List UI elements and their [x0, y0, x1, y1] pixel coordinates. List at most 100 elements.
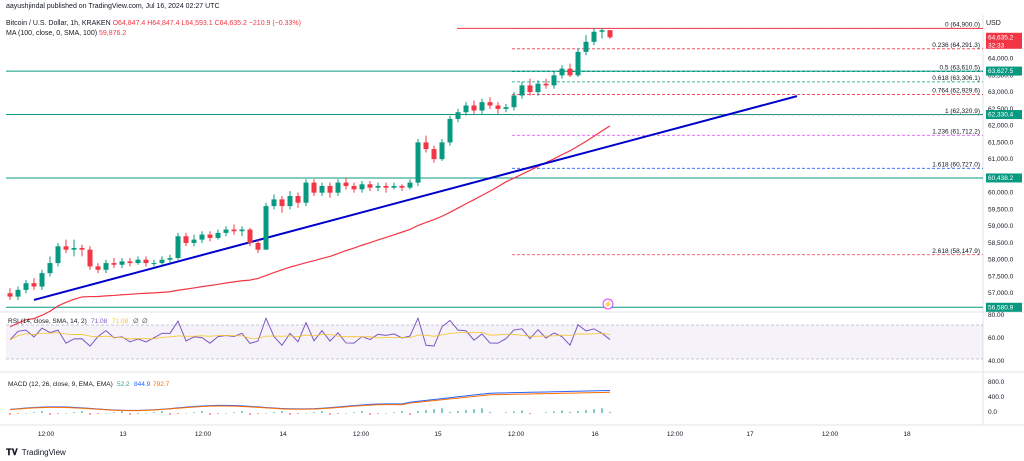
- macd-histogram-bar: [561, 410, 563, 413]
- macd-histogram-bar: [417, 411, 419, 413]
- rsi-ma-line: [9, 331, 611, 341]
- macd-histogram-bar: [585, 410, 587, 413]
- candle-body: [199, 234, 205, 240]
- candle-body: [207, 234, 213, 238]
- candle-body: [247, 229, 253, 243]
- macd-histogram-bar: [545, 412, 547, 413]
- macd-histogram-bar: [113, 412, 115, 413]
- macd-histogram-bar: [145, 413, 147, 414]
- candle-body: [311, 182, 317, 193]
- candle-body: [343, 182, 349, 186]
- price-label-text: 56,580.9: [988, 304, 1014, 311]
- price-label-text: 63,627.5: [988, 68, 1014, 75]
- lightning-glyph: ⚡: [604, 300, 613, 309]
- candle-body: [87, 249, 93, 267]
- lightning-icon: [602, 298, 614, 310]
- candle-body: [127, 261, 133, 264]
- price-label-text: 60,438.2: [988, 175, 1014, 182]
- candle-body: [391, 185, 397, 188]
- macd-histogram-bar: [89, 413, 91, 415]
- trend-line: [33, 95, 798, 301]
- candle-body: [279, 199, 285, 207]
- candle-body: [599, 30, 605, 32]
- candle-body: [103, 263, 109, 270]
- macd-histogram-bar: [609, 411, 611, 413]
- candle-body: [447, 118, 453, 143]
- macd-histogram-bar: [377, 413, 379, 414]
- footer-brand: 𝐓𝐕 TradingView: [6, 447, 66, 458]
- currency-label[interactable]: USD: [986, 20, 1001, 27]
- macd-tick-label: 400.0: [988, 394, 1005, 401]
- candle-body: [415, 142, 421, 183]
- macd-histogram-bar: [385, 413, 387, 414]
- macd-histogram-bar: [457, 411, 459, 413]
- candle-body: [183, 236, 189, 243]
- macd-histogram-bar: [345, 413, 347, 414]
- candle-body: [175, 236, 181, 259]
- time-tick-label: 16: [591, 431, 599, 438]
- candle-body: [327, 185, 333, 193]
- macd-tick-label: 800.0: [988, 379, 1005, 386]
- price-tick-label: 60,000.0: [988, 190, 1014, 197]
- ma-label[interactable]: MA (100, close, 0, SMA, 100): [6, 30, 98, 37]
- candle-body: [159, 259, 165, 264]
- candle-body: [471, 105, 477, 111]
- macd-histogram-bar: [441, 408, 443, 413]
- candle-body: [583, 41, 589, 52]
- macd-histogram-bar: [553, 411, 555, 413]
- macd-histogram-bar: [521, 410, 523, 413]
- candle-body: [399, 185, 405, 188]
- rsi-ma-value: 71.08: [112, 318, 129, 325]
- macd-histogram-bar: [137, 413, 139, 414]
- candle-body: [63, 246, 69, 250]
- symbol-label[interactable]: Bitcoin / U.S. Dollar, 1h, KRAKEN: [6, 20, 111, 27]
- candle-body: [191, 239, 197, 243]
- brand-name: TradingView: [21, 448, 66, 457]
- macd-histogram-bar: [33, 412, 35, 413]
- candle-body: [455, 112, 461, 119]
- candle-body: [407, 182, 413, 188]
- macd-histogram-bar: [465, 410, 467, 413]
- price-label-box: [986, 66, 1022, 76]
- macd-histogram-bar: [9, 413, 11, 415]
- rsi-tick-label: 40.00: [988, 358, 1005, 365]
- macd-histogram-bar: [225, 413, 227, 414]
- candle-body: [519, 85, 525, 96]
- candle-body: [111, 263, 117, 265]
- candle-body: [31, 283, 37, 287]
- price-tick-label: 64,000.0: [988, 56, 1014, 63]
- tradingview-logo-icon: 𝐓𝐕: [6, 447, 18, 457]
- macd-histogram-bar: [81, 411, 83, 413]
- macd-histogram-bar: [505, 412, 507, 413]
- macd-value: 844.9: [134, 381, 151, 388]
- chart-legend: Bitcoin / U.S. Dollar, 1h, KRAKEN O64,84…: [6, 19, 301, 39]
- candle-body: [303, 182, 309, 203]
- time-tick-label: 12:00: [822, 431, 839, 438]
- candle-body: [151, 263, 157, 265]
- macd-signal-line: [9, 391, 611, 412]
- time-tick-label: 18: [903, 431, 911, 438]
- time-tick-label: 12:00: [353, 431, 370, 438]
- candle-body: [39, 273, 45, 287]
- macd-histogram-bar: [425, 410, 427, 413]
- publisher-text: aayushjindal published on TradingView.co…: [6, 3, 220, 10]
- candle-body: [551, 75, 557, 86]
- candle-body: [359, 184, 365, 190]
- candle-body: [263, 206, 269, 250]
- price-tick-label: 62,000.0: [988, 123, 1014, 130]
- candle-body: [239, 229, 245, 232]
- macd-histogram-bar: [73, 412, 75, 413]
- macd-histogram-bar: [65, 413, 67, 414]
- rsi-band: [6, 325, 983, 359]
- time-tick-label: 13: [119, 431, 127, 438]
- candle-body: [55, 246, 61, 264]
- macd-histogram-bar: [185, 413, 187, 414]
- macd-histogram-bar: [409, 413, 411, 415]
- fib-level-label: 0.5 (63,610.5): [940, 65, 980, 72]
- candle-body: [575, 51, 581, 76]
- macd-histogram-bar: [49, 413, 51, 415]
- rsi-tick-label: 80.00: [988, 312, 1005, 319]
- price-tick-label: 63,500.0: [988, 72, 1014, 79]
- macd-histogram-bar: [153, 412, 155, 413]
